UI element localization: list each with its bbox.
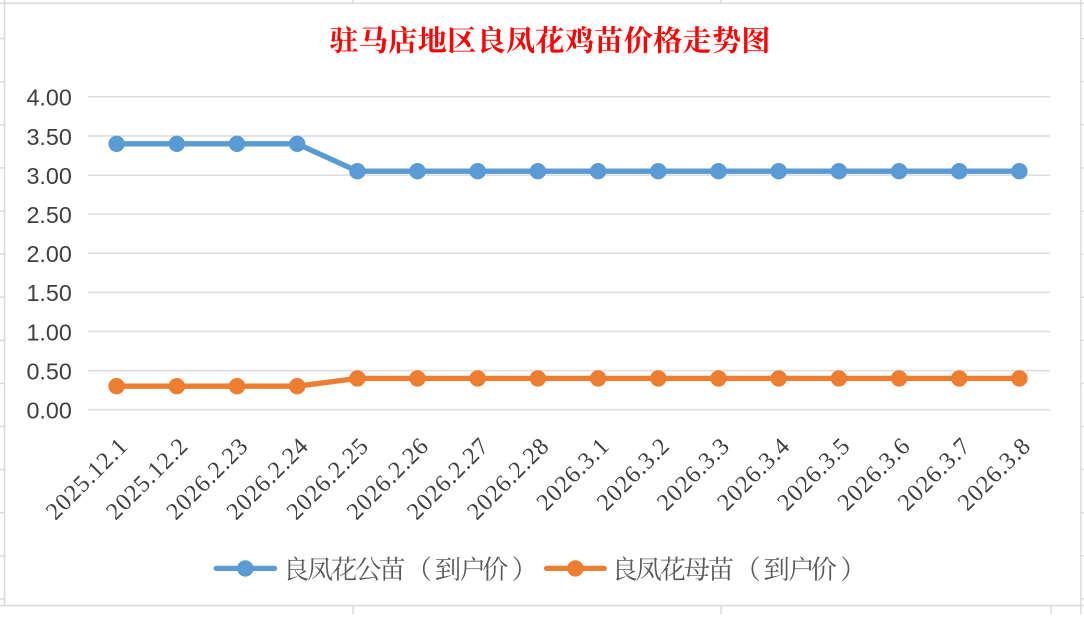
svg-text:2.50: 2.50 xyxy=(26,202,71,228)
svg-text:2.00: 2.00 xyxy=(26,241,71,267)
svg-text:0.00: 0.00 xyxy=(26,398,71,424)
svg-text:4.00: 4.00 xyxy=(26,85,71,111)
svg-text:3.50: 3.50 xyxy=(26,124,71,150)
svg-text:0.50: 0.50 xyxy=(26,358,71,384)
svg-text:1.00: 1.00 xyxy=(26,319,71,345)
svg-text:1.50: 1.50 xyxy=(26,280,71,306)
svg-text:3.00: 3.00 xyxy=(26,163,71,189)
